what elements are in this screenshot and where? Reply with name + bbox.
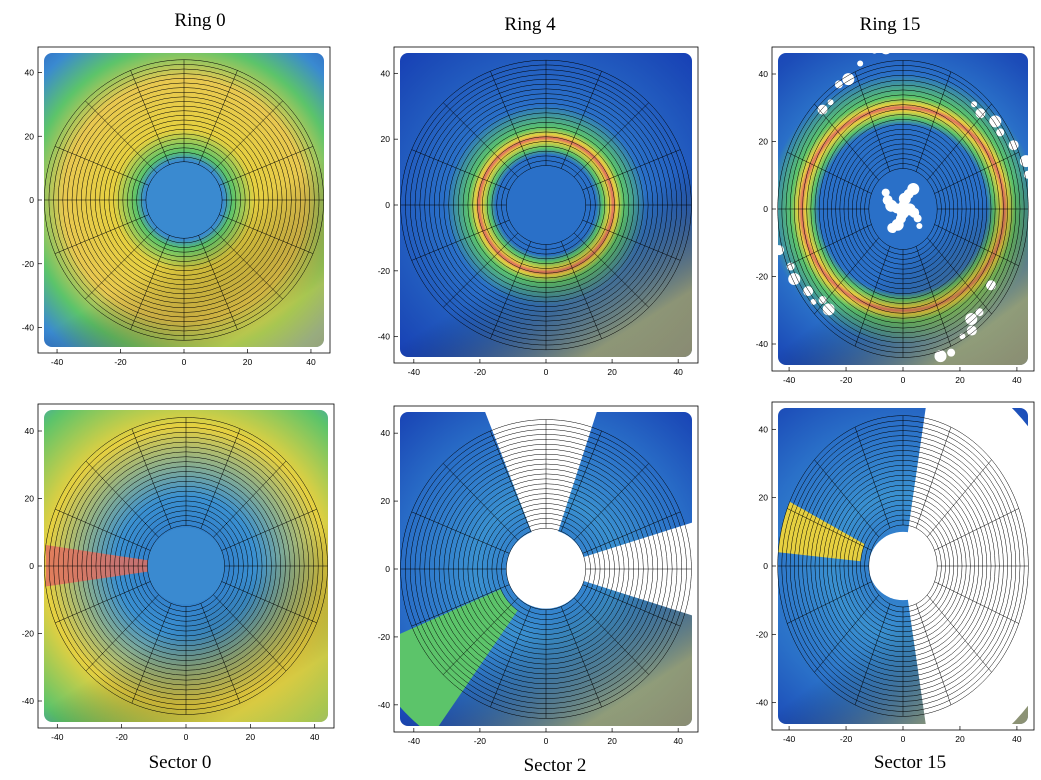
- y-tick-label: -40: [756, 339, 769, 349]
- chart-svg: -40 -20 0 20 40 40 20 0 -20 -40: [22, 46, 331, 367]
- y-tick-label: 0: [385, 200, 390, 210]
- panel-title-ring-4: Ring 4: [504, 14, 556, 35]
- x-tick-label: -20: [474, 736, 487, 746]
- x-tick-label: -40: [783, 734, 796, 744]
- y-tick-label: 40: [25, 426, 35, 436]
- y-tick-label: 20: [381, 496, 391, 506]
- x-tick-label: -20: [840, 734, 853, 744]
- x-tick-label: 0: [544, 367, 549, 377]
- y-tick-label: 40: [25, 68, 35, 78]
- chart-sector-15: -40 -20 0 20 40 40 20 0 -20 -40: [740, 398, 1038, 750]
- y-tick-label: -40: [22, 696, 35, 706]
- x-tick-label: 40: [673, 736, 683, 746]
- y-tick-label: 40: [759, 69, 769, 79]
- x-tick-label: 20: [607, 367, 617, 377]
- y-tick-label: -40: [378, 332, 391, 342]
- y-tick-label: 0: [763, 561, 768, 571]
- x-tick-label: -20: [840, 375, 853, 385]
- chart-svg: -40 -20 0 20 40 40 20 0 -20 -40: [378, 405, 699, 746]
- x-tick-label: 40: [306, 357, 316, 367]
- chart-sector-2: -40 -20 0 20 40 40 20 0 -20 -40: [362, 402, 702, 752]
- y-tick-label: 0: [385, 564, 390, 574]
- y-tick-label: 40: [759, 424, 769, 434]
- y-tick-label: 20: [25, 131, 35, 141]
- chart-ring-0: -40 -20 0 20 40 40 20 0 -20 -40: [6, 43, 334, 373]
- polar-grid: [777, 415, 1029, 717]
- y-tick-label: -20: [22, 629, 35, 639]
- x-tick-label: 0: [544, 736, 549, 746]
- x-tick-label: -40: [51, 357, 64, 367]
- x-tick-label: 0: [184, 732, 189, 742]
- y-tick-label: 20: [25, 494, 35, 504]
- polar-grid: [44, 59, 324, 341]
- y-tick-label: 20: [759, 137, 769, 147]
- heatmap-field: [778, 408, 1028, 724]
- polar-grid: [400, 59, 692, 351]
- x-tick-label: 20: [955, 375, 965, 385]
- x-tick-label: -40: [408, 736, 421, 746]
- y-tick-label: 0: [29, 195, 34, 205]
- y-tick-label: 20: [759, 493, 769, 503]
- y-tick-label: -20: [378, 266, 391, 276]
- x-tick-label: 0: [901, 375, 906, 385]
- x-tick-label: 20: [607, 736, 617, 746]
- polar-grid: [44, 417, 328, 715]
- y-tick-label: -20: [756, 629, 769, 639]
- x-tick-label: -20: [116, 732, 129, 742]
- panel-title-sector-0: Sector 0: [148, 752, 212, 773]
- x-tick-label: -20: [114, 357, 127, 367]
- chart-svg: -40 -20 0 20 40 40 20 0 -20 -40: [756, 46, 1035, 385]
- panel-title-ring-15: Ring 15: [859, 14, 921, 35]
- x-tick-label: -20: [474, 367, 487, 377]
- y-tick-label: -20: [22, 259, 35, 269]
- x-tick-label: 0: [901, 734, 906, 744]
- y-tick-label: 20: [381, 134, 391, 144]
- panel-title-ring-0: Ring 0: [174, 10, 226, 31]
- y-tick-label: -40: [756, 698, 769, 708]
- chart-svg: -40 -20 0 20 40 40 20 0 -20 -40: [378, 46, 699, 377]
- panel-title-sector-15: Sector 15: [873, 752, 947, 773]
- x-tick-label: 40: [310, 732, 320, 742]
- x-tick-label: 20: [955, 734, 965, 744]
- y-tick-label: -40: [378, 700, 391, 710]
- chart-svg: -40 -20 0 20 40 40 20 0 -20 -40: [22, 403, 335, 742]
- y-tick-label: 40: [381, 428, 391, 438]
- x-tick-label: 40: [673, 367, 683, 377]
- x-tick-label: -40: [408, 367, 421, 377]
- y-tick-label: 0: [763, 204, 768, 214]
- x-tick-label: -40: [51, 732, 64, 742]
- chart-svg: -40 -20 0 20 40 40 20 0 -20 -40: [756, 401, 1035, 744]
- panel-title-sector-2: Sector 2: [523, 755, 587, 776]
- y-tick-label: 40: [381, 68, 391, 78]
- y-tick-label: -40: [22, 323, 35, 333]
- chart-sector-0: -40 -20 0 20 40 40 20 0 -20 -40: [6, 400, 338, 748]
- chart-ring-4: -40 -20 0 20 40 40 20 0 -20 -40: [362, 43, 702, 383]
- polar-grid: [400, 419, 692, 719]
- x-tick-label: 40: [1012, 734, 1022, 744]
- chart-ring-15: -40 -20 0 20 40 40 20 0 -20 -40: [740, 43, 1038, 391]
- x-tick-label: 20: [246, 732, 256, 742]
- y-tick-label: 0: [29, 561, 34, 571]
- x-tick-label: -40: [783, 375, 796, 385]
- y-tick-label: -20: [756, 272, 769, 282]
- x-tick-label: 40: [1012, 375, 1022, 385]
- x-tick-label: 20: [243, 357, 253, 367]
- polar-grid: [777, 60, 1029, 358]
- y-tick-label: -20: [378, 632, 391, 642]
- x-tick-label: 0: [182, 357, 187, 367]
